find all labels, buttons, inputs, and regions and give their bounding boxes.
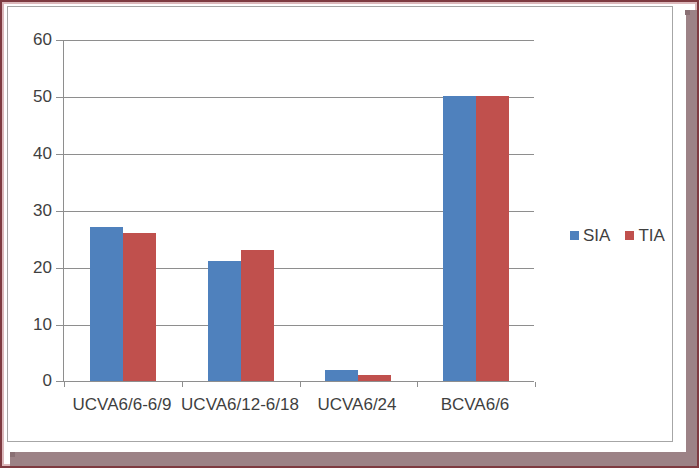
- legend-item-tia: TIA: [625, 227, 664, 244]
- gridline-y-0: [64, 381, 534, 382]
- legend-item-sia: SIA: [570, 227, 610, 244]
- y-tick-mark: [56, 381, 63, 382]
- x-tick-mark: [300, 382, 301, 387]
- y-tick-mark: [56, 154, 63, 155]
- y-axis-tick-label: 60: [8, 31, 52, 49]
- y-tick-mark: [56, 211, 63, 212]
- bar-sia-0: [90, 227, 123, 381]
- y-axis-tick-label: 50: [8, 88, 52, 106]
- y-axis-tick-label: 10: [8, 316, 52, 334]
- y-axis-tick-label: 0: [8, 372, 52, 390]
- bar-tia-2: [358, 375, 391, 381]
- x-tick-mark: [535, 382, 536, 387]
- x-axis-category-label: BCVA6/6: [390, 396, 560, 414]
- bar-sia-1: [208, 261, 241, 381]
- bar-tia-1: [241, 250, 274, 381]
- legend-label: SIA: [583, 227, 610, 244]
- frame-shadow-notch-bottom-left: [10, 452, 15, 457]
- y-axis-tick-label: 20: [8, 259, 52, 277]
- y-tick-mark: [56, 268, 63, 269]
- frame-shadow-notch-top-right: [685, 10, 690, 15]
- gridline-y-60: [64, 40, 534, 41]
- frame-shadow-bottom: [10, 452, 697, 466]
- legend-label: TIA: [638, 227, 664, 244]
- y-tick-mark: [56, 97, 63, 98]
- legend-swatch-icon: [625, 231, 634, 240]
- x-tick-mark: [182, 382, 183, 387]
- legend: SIA TIA: [570, 227, 665, 244]
- chart-panel: 0102030405060 UCVA6/6-6/9UCVA6/12-6/18UC…: [7, 6, 673, 442]
- bar-sia-3: [443, 96, 476, 381]
- y-tick-mark: [56, 325, 63, 326]
- legend-swatch-icon: [570, 231, 579, 240]
- y-axis-tick-label: 30: [8, 202, 52, 220]
- frame-shadow-right: [686, 10, 697, 466]
- framed-chart-figure: 0102030405060 UCVA6/6-6/9UCVA6/12-6/18UC…: [0, 0, 699, 468]
- x-tick-mark: [64, 382, 65, 387]
- bar-sia-2: [325, 370, 358, 381]
- bar-tia-3: [476, 96, 509, 381]
- y-axis-tick-label: 40: [8, 145, 52, 163]
- y-tick-mark: [56, 40, 63, 41]
- plot-area: [63, 40, 534, 382]
- bar-tia-0: [123, 233, 156, 381]
- x-tick-mark: [417, 382, 418, 387]
